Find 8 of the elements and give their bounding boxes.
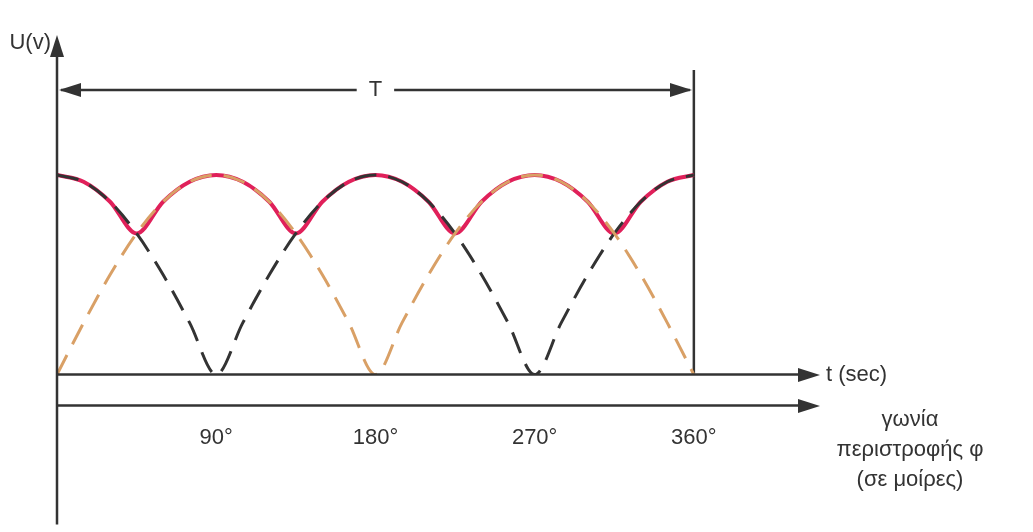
x-axis-title: γωνία περιστροφής φ (σε μοίρες)	[836, 405, 984, 491]
x-tick-label: 360°	[671, 423, 717, 449]
text: T	[368, 76, 383, 102]
x-tick-label: 90°	[199, 423, 233, 449]
text: t (sec)	[826, 360, 888, 386]
x-tick-label: 270°	[511, 423, 558, 449]
x-tick-label: 180°	[352, 423, 399, 449]
text: U(v)	[9, 29, 51, 55]
